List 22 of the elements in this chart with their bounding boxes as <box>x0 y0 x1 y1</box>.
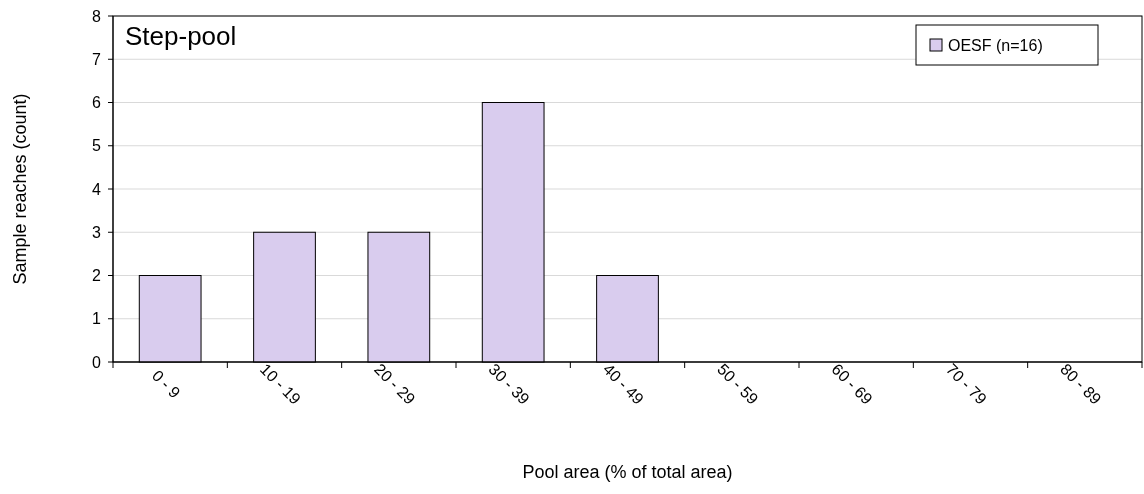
x-tick-label: 0 - 9 <box>148 366 184 402</box>
y-tick-label: 1 <box>92 310 102 328</box>
y-tick-label: 0 <box>92 353 102 371</box>
x-tick-label: 20 - 29 <box>371 360 419 408</box>
chart-title: Step-pool <box>125 21 237 52</box>
x-tick-label: 30 - 39 <box>485 360 533 408</box>
x-tick-label: 80 - 89 <box>1057 360 1105 408</box>
y-tick-label: 6 <box>92 94 102 112</box>
y-tick-label: 4 <box>92 180 102 198</box>
x-tick-label: 50 - 59 <box>714 360 762 408</box>
y-tick-label: 2 <box>92 267 102 285</box>
x-tick-label: 10 - 19 <box>256 360 305 408</box>
y-tick-label: 3 <box>92 223 102 241</box>
x-axis-title: Pool area (% of total area) <box>522 462 733 482</box>
y-tick-label: 8 <box>92 7 102 25</box>
y-tick-label: 5 <box>92 137 102 155</box>
legend-label: OESF (n=16) <box>948 36 1043 54</box>
x-tick-label: 60 - 69 <box>828 360 876 408</box>
y-tick-label: 7 <box>92 50 102 68</box>
x-tick-label: 70 - 79 <box>942 360 991 408</box>
x-tick-label: 40 - 49 <box>599 360 648 408</box>
y-axis-title: Sample reaches (count) <box>10 93 30 285</box>
